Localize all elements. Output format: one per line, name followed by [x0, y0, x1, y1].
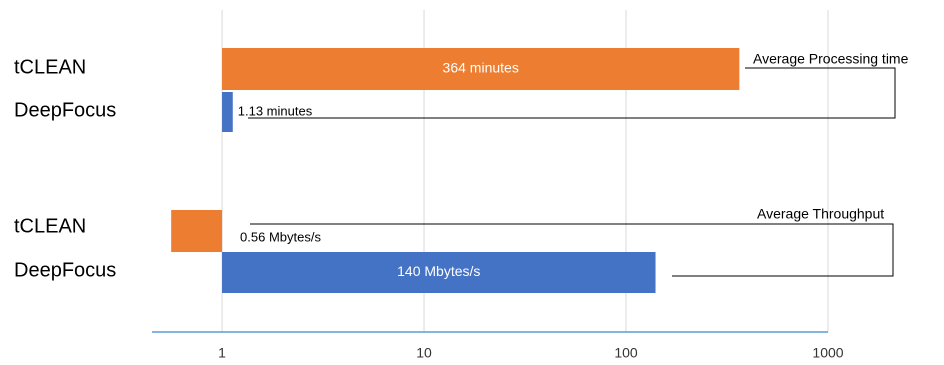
bar: [222, 92, 233, 132]
x-tick-label: 10: [416, 345, 432, 361]
value-label: 140 Mbytes/s: [397, 263, 480, 279]
bracket: [248, 67, 896, 119]
category-label: DeepFocus: [14, 259, 116, 281]
value-label: 1.13 minutes: [238, 103, 313, 118]
x-tick-label: 1000: [812, 345, 843, 361]
category-label: tCLEAN: [14, 215, 86, 237]
value-label: 0.56 Mbytes/s: [240, 229, 321, 244]
bracket: [250, 223, 894, 277]
value-label: 364 minutes: [443, 60, 519, 76]
annotation: Average Throughput: [757, 206, 884, 222]
bar: [222, 48, 740, 90]
bar: [222, 252, 656, 293]
bar: [171, 210, 223, 252]
annotation: Average Processing time: [753, 51, 909, 67]
x-tick-label: 1: [218, 345, 226, 361]
category-label: DeepFocus: [14, 99, 116, 121]
x-tick-label: 100: [614, 345, 638, 361]
category-label: tCLEAN: [14, 56, 86, 78]
